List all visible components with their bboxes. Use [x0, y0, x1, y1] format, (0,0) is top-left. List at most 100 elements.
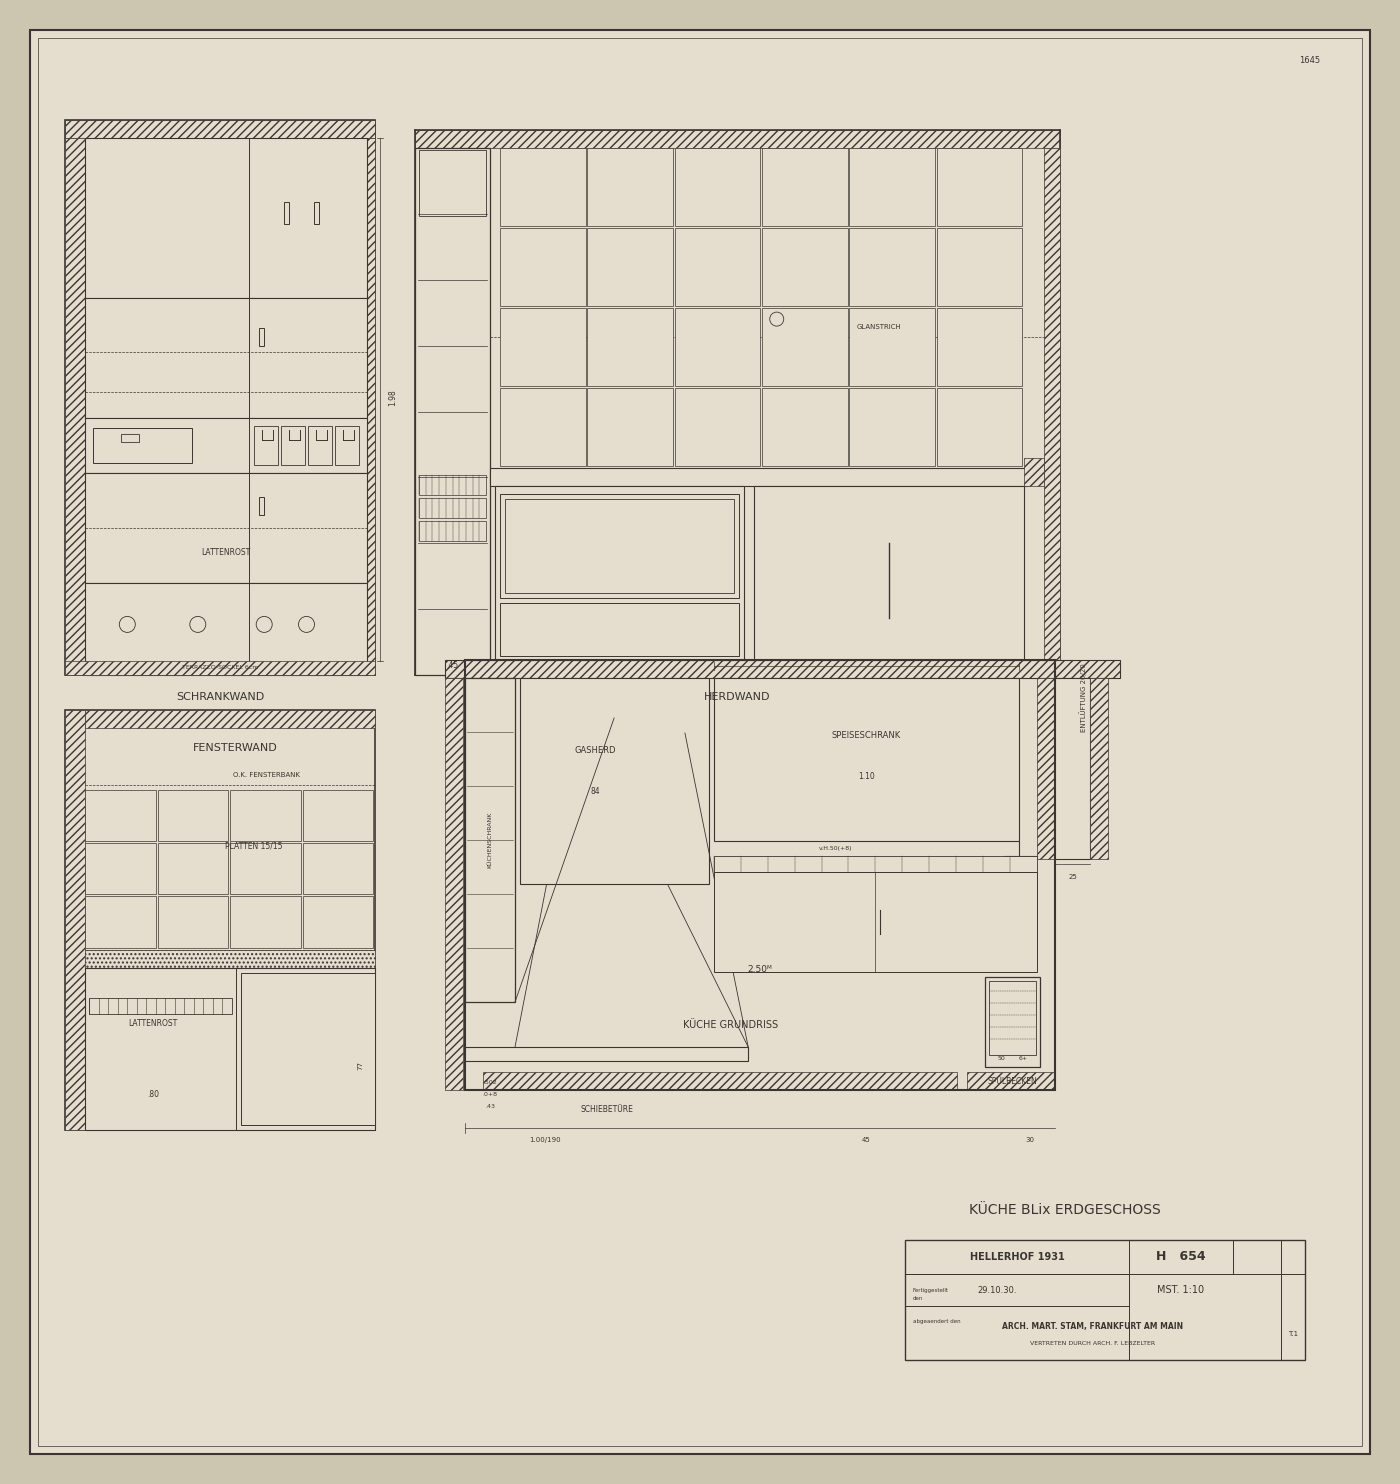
- Text: .502: .502: [483, 1079, 497, 1085]
- Bar: [714, 856, 1037, 873]
- Bar: [850, 229, 935, 307]
- Text: H   654: H 654: [1156, 1251, 1205, 1263]
- Text: .0+8: .0+8: [483, 1092, 497, 1097]
- Bar: [1056, 678, 1091, 859]
- Bar: [419, 475, 486, 494]
- Bar: [64, 709, 85, 1129]
- Bar: [675, 229, 760, 307]
- Text: PLATTEN 15/15: PLATTEN 15/15: [225, 841, 283, 850]
- Text: ARCH. MART. STAM, FRANKFURT AM MAIN: ARCH. MART. STAM, FRANKFURT AM MAIN: [1002, 1322, 1183, 1331]
- Bar: [85, 473, 367, 583]
- Text: TERRAZZO-SOCKEL 6cm: TERRAZZO-SOCKEL 6cm: [182, 665, 258, 669]
- Bar: [465, 660, 1056, 1091]
- Bar: [762, 229, 848, 307]
- Bar: [967, 1071, 1056, 1091]
- Bar: [230, 896, 301, 948]
- Bar: [762, 309, 848, 386]
- Bar: [85, 789, 155, 841]
- Bar: [445, 660, 1120, 678]
- Text: LATTENROST: LATTENROST: [129, 1020, 178, 1028]
- Bar: [675, 387, 760, 466]
- Text: SCHIEBETÜRE: SCHIEBETÜRE: [580, 1106, 633, 1114]
- Text: KÜCHE BLix ERDGESCHOSS: KÜCHE BLix ERDGESCHOSS: [969, 1204, 1161, 1217]
- Bar: [85, 968, 375, 1129]
- Bar: [500, 309, 585, 386]
- Bar: [419, 150, 486, 215]
- Bar: [500, 229, 585, 307]
- Bar: [762, 148, 848, 227]
- Bar: [1044, 148, 1060, 675]
- Bar: [850, 387, 935, 466]
- Bar: [588, 148, 673, 227]
- Bar: [241, 972, 375, 1125]
- Text: 29.10.30.: 29.10.30.: [977, 1287, 1016, 1296]
- Bar: [85, 418, 367, 473]
- Bar: [253, 426, 277, 464]
- Bar: [500, 603, 739, 656]
- Text: .43: .43: [484, 1104, 496, 1109]
- Bar: [755, 485, 1023, 675]
- Bar: [762, 387, 848, 466]
- Bar: [230, 789, 301, 841]
- Text: VERTRETEN DURCH ARCH. F. LEBZELTER: VERTRETEN DURCH ARCH. F. LEBZELTER: [1030, 1340, 1155, 1346]
- Bar: [675, 148, 760, 227]
- Text: SPÜLBECKEN: SPÜLBECKEN: [987, 1076, 1037, 1085]
- Bar: [988, 981, 1036, 1055]
- Text: MST. 1:10: MST. 1:10: [1158, 1285, 1204, 1296]
- Text: den: den: [913, 1297, 924, 1301]
- Bar: [937, 309, 1022, 386]
- Bar: [770, 315, 784, 337]
- Bar: [302, 789, 372, 841]
- Bar: [85, 843, 155, 895]
- Bar: [308, 426, 332, 464]
- Bar: [419, 497, 486, 518]
- Text: 2.50ᴹ: 2.50ᴹ: [748, 965, 773, 974]
- Bar: [850, 309, 935, 386]
- Text: KÜCHENSCHRANK: KÜCHENSCHRANK: [487, 812, 493, 868]
- Bar: [419, 521, 486, 540]
- Bar: [85, 583, 367, 675]
- Bar: [259, 328, 263, 346]
- Text: 1.10: 1.10: [858, 772, 875, 781]
- Bar: [1023, 459, 1044, 485]
- Bar: [496, 485, 745, 675]
- Bar: [483, 1071, 958, 1091]
- Text: FENSTERWAND: FENSTERWAND: [193, 743, 277, 752]
- Text: 50: 50: [998, 1057, 1005, 1061]
- Text: LATTENROST: LATTENROST: [202, 548, 251, 556]
- Bar: [367, 138, 375, 675]
- Bar: [64, 709, 375, 1129]
- Text: 25: 25: [1068, 874, 1077, 880]
- Bar: [445, 678, 463, 1091]
- Bar: [85, 298, 367, 418]
- Bar: [335, 426, 358, 464]
- Text: O.K. FENSTERBANK: O.K. FENSTERBANK: [232, 772, 300, 778]
- Bar: [1091, 678, 1107, 859]
- Text: HERDWAND: HERDWAND: [704, 692, 771, 702]
- Bar: [937, 387, 1022, 466]
- Bar: [302, 843, 372, 895]
- Text: .45: .45: [447, 660, 459, 669]
- Bar: [937, 148, 1022, 227]
- Bar: [64, 660, 375, 675]
- Bar: [714, 678, 1019, 841]
- Bar: [465, 1048, 748, 1061]
- Bar: [158, 896, 228, 948]
- Bar: [414, 148, 490, 675]
- Text: KÜCHE GRUNDRISS: KÜCHE GRUNDRISS: [683, 1021, 778, 1030]
- Text: Fertiggestellt: Fertiggestellt: [913, 1288, 949, 1293]
- Bar: [314, 202, 319, 224]
- Bar: [465, 678, 515, 1002]
- Bar: [714, 873, 1037, 972]
- Text: .80: .80: [147, 1089, 158, 1098]
- Bar: [588, 309, 673, 386]
- Text: T.1: T.1: [1288, 1331, 1298, 1337]
- Text: 1.00/190: 1.00/190: [529, 1137, 561, 1143]
- Bar: [85, 950, 375, 968]
- Bar: [500, 148, 585, 227]
- Text: 1645: 1645: [1299, 55, 1320, 64]
- Bar: [414, 131, 1060, 148]
- Bar: [92, 427, 192, 463]
- Bar: [85, 709, 375, 729]
- Text: 45: 45: [862, 1137, 871, 1143]
